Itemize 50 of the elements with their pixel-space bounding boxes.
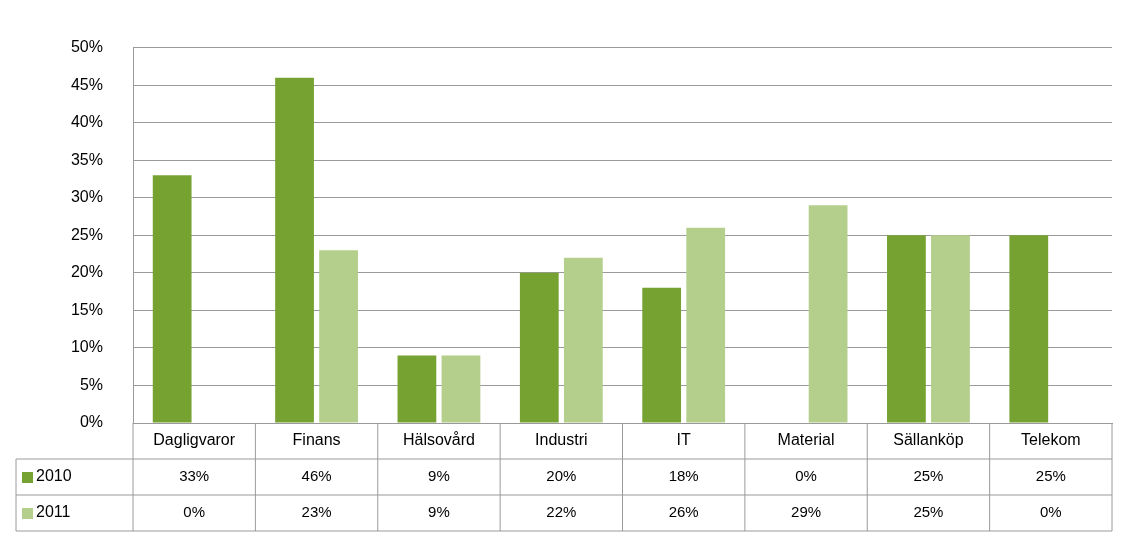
data-label: 25% — [1035, 467, 1066, 485]
bar — [319, 250, 358, 423]
y-tick-label: 40% — [70, 113, 103, 131]
data-label: 0% — [183, 503, 206, 521]
x-tick-label: Dagligvaror — [153, 431, 236, 449]
bar — [441, 355, 481, 423]
y-tick-label: 35% — [70, 150, 103, 168]
y-tick-label: 5% — [79, 375, 103, 393]
x-tick-label: Industri — [535, 431, 588, 449]
y-tick-label: 50% — [70, 38, 103, 56]
bar — [397, 355, 437, 423]
x-tick-label: Hälsovård — [402, 431, 475, 449]
y-tick-label: 20% — [70, 263, 103, 281]
data-label: 33% — [179, 467, 210, 485]
x-tick-label: Sällanköp — [893, 431, 964, 449]
x-tick-label: IT — [676, 431, 692, 449]
data-label: 23% — [301, 503, 332, 521]
bar — [686, 227, 726, 423]
data-label: 29% — [791, 503, 822, 521]
bar — [931, 235, 970, 423]
y-tick-label: 45% — [70, 75, 103, 93]
bar — [808, 205, 848, 423]
data-label: 9% — [428, 467, 450, 485]
data-label: 18% — [668, 467, 699, 485]
data-label: 25% — [913, 467, 944, 485]
legend-label: 2010 — [36, 467, 72, 485]
data-label: 22% — [546, 503, 577, 521]
data-label: 26% — [668, 503, 699, 521]
bar — [642, 287, 682, 423]
x-tick-label: Telekom — [1021, 431, 1081, 449]
y-tick-label: 0% — [79, 413, 103, 431]
bar — [152, 175, 192, 423]
data-label: 0% — [795, 467, 817, 485]
bar — [1009, 235, 1049, 423]
data-label: 20% — [546, 467, 577, 485]
data-label: 46% — [301, 467, 332, 485]
x-tick-label: Material — [777, 431, 835, 449]
y-tick-label: 10% — [70, 338, 103, 356]
bar — [519, 272, 559, 423]
bar — [275, 77, 314, 423]
y-tick-label: 30% — [70, 188, 103, 206]
data-label: 25% — [913, 503, 944, 521]
y-tick-label: 15% — [70, 300, 103, 318]
bar — [887, 235, 926, 423]
bar — [563, 257, 603, 423]
x-tick-label: Finans — [292, 431, 341, 449]
y-tick-label: 25% — [70, 225, 103, 243]
legend-label: 2011 — [36, 503, 71, 521]
data-label: 0% — [1039, 503, 1062, 521]
data-label: 9% — [428, 503, 450, 521]
